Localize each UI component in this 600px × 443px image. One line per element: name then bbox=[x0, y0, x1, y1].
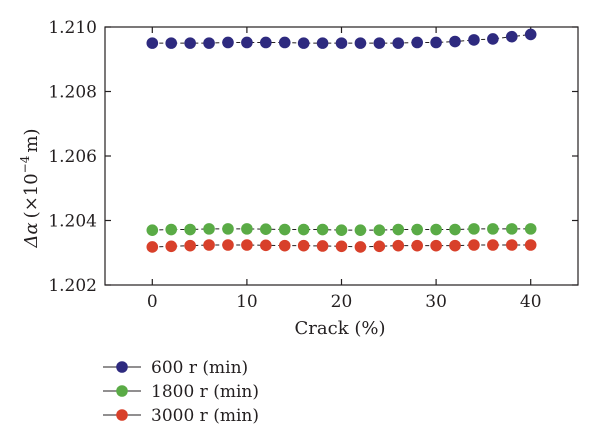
data-point bbox=[392, 239, 405, 252]
data-point bbox=[487, 223, 499, 235]
data-point bbox=[373, 224, 386, 236]
data-point bbox=[297, 239, 310, 252]
y-axis-title-symbol: Δα bbox=[21, 222, 42, 248]
data-point bbox=[505, 30, 518, 43]
legend-label: 3000 r (min) bbox=[151, 406, 259, 426]
data-point bbox=[184, 37, 196, 49]
data-point bbox=[505, 239, 518, 251]
legend: 600 r (min) 1800 r (min) 3000 r (min) bbox=[103, 358, 259, 426]
data-point bbox=[203, 239, 215, 251]
data-point bbox=[165, 37, 178, 49]
data-point bbox=[449, 239, 461, 252]
legend-marker bbox=[116, 385, 128, 397]
data-point bbox=[373, 37, 386, 49]
data-point bbox=[203, 37, 215, 49]
series-layer bbox=[146, 28, 537, 253]
data-point bbox=[222, 223, 234, 235]
data-point bbox=[278, 36, 291, 49]
data-point bbox=[222, 36, 234, 49]
data-point bbox=[524, 239, 537, 251]
data-point bbox=[260, 36, 272, 49]
x-tick-label: 20 bbox=[331, 292, 353, 312]
data-point bbox=[505, 223, 518, 235]
data-point bbox=[468, 239, 480, 251]
x-axis-ticks: 0 10 20 30 40 bbox=[147, 27, 542, 312]
data-point bbox=[184, 223, 196, 236]
data-point bbox=[184, 239, 196, 252]
data-point bbox=[316, 240, 329, 252]
legend-item: 600 r (min) bbox=[103, 358, 248, 378]
data-point bbox=[354, 224, 367, 236]
y-axis-title: Δα (×10−4 m) bbox=[18, 129, 42, 249]
data-point bbox=[165, 240, 178, 253]
data-point bbox=[354, 37, 367, 49]
series-2 bbox=[146, 223, 537, 236]
legend-item: 3000 r (min) bbox=[103, 406, 259, 426]
y-tick-label: 1.204 bbox=[48, 212, 97, 232]
y-axis-title-exponent: −4 bbox=[18, 155, 32, 173]
y-tick-label: 1.208 bbox=[48, 83, 97, 103]
data-point bbox=[335, 37, 348, 49]
data-point bbox=[430, 36, 442, 49]
data-point bbox=[297, 223, 310, 236]
legend-item: 1800 r (min) bbox=[103, 382, 259, 402]
data-point bbox=[297, 37, 310, 49]
y-tick-label: 1.210 bbox=[48, 18, 97, 38]
y-axis-title-prefix: (×10 bbox=[21, 173, 42, 218]
data-point bbox=[146, 241, 159, 253]
data-point bbox=[335, 240, 348, 253]
y-tick-label: 1.202 bbox=[48, 276, 97, 296]
data-point bbox=[392, 223, 405, 236]
data-point bbox=[392, 37, 405, 49]
data-point bbox=[411, 239, 423, 252]
data-point bbox=[524, 223, 537, 235]
data-point bbox=[373, 240, 386, 253]
y-axis-ticks: 1.202 1.204 1.206 1.208 1.210 bbox=[48, 18, 578, 296]
data-point bbox=[260, 239, 272, 252]
data-point bbox=[241, 239, 253, 251]
x-tick-label: 30 bbox=[425, 292, 447, 312]
data-point bbox=[146, 224, 159, 236]
data-point bbox=[278, 223, 291, 236]
x-axis-title: Crack (%) bbox=[295, 318, 386, 339]
data-point bbox=[278, 239, 291, 252]
series-1 bbox=[146, 28, 537, 49]
data-point bbox=[260, 223, 272, 236]
data-point bbox=[524, 28, 537, 41]
legend-label: 600 r (min) bbox=[151, 358, 248, 378]
data-point bbox=[430, 239, 442, 252]
y-tick-label: 1.206 bbox=[48, 147, 97, 167]
data-point bbox=[316, 37, 329, 49]
data-point bbox=[411, 223, 423, 236]
data-point bbox=[241, 223, 253, 235]
data-point bbox=[430, 223, 442, 236]
y-axis-title-suffix: m) bbox=[21, 129, 42, 153]
data-point bbox=[222, 239, 234, 251]
data-point bbox=[316, 223, 329, 236]
data-point bbox=[165, 223, 178, 236]
data-point bbox=[487, 239, 499, 251]
series-3 bbox=[146, 239, 537, 253]
legend-marker bbox=[116, 409, 128, 421]
data-point bbox=[468, 223, 480, 235]
data-point bbox=[241, 36, 253, 49]
data-point bbox=[335, 224, 348, 236]
x-tick-label: 0 bbox=[147, 292, 158, 312]
data-point bbox=[146, 37, 159, 49]
legend-label: 1800 r (min) bbox=[151, 382, 259, 402]
data-point bbox=[468, 34, 480, 46]
legend-marker bbox=[116, 361, 128, 373]
data-point bbox=[449, 223, 461, 236]
data-point bbox=[354, 241, 367, 253]
data-point bbox=[487, 33, 499, 45]
data-point bbox=[203, 223, 215, 235]
x-tick-label: 40 bbox=[520, 292, 542, 312]
data-point bbox=[411, 36, 423, 49]
x-tick-label: 10 bbox=[236, 292, 258, 312]
data-point bbox=[449, 35, 461, 48]
